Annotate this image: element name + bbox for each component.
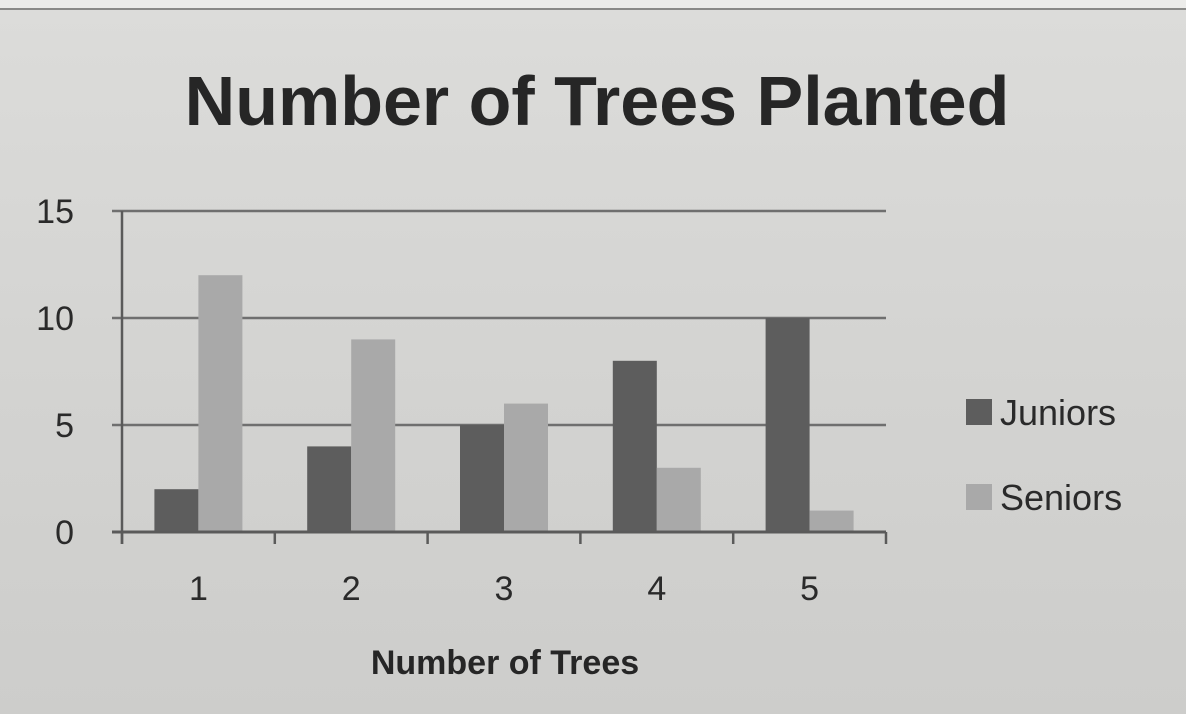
bar-juniors-4 <box>612 360 657 532</box>
bar-juniors-1 <box>154 489 199 532</box>
y-tick-label: 10 <box>36 300 74 338</box>
legend-swatch-seniors <box>966 484 992 510</box>
x-tick-label: 1 <box>189 570 208 608</box>
y-axis-tick-labels: 0 5 10 15 <box>36 193 74 552</box>
bar-seniors-1 <box>198 275 243 532</box>
bar-juniors-2 <box>307 446 352 532</box>
x-tick-label: 3 <box>495 570 514 608</box>
y-tick-label: 5 <box>55 407 74 445</box>
bar-seniors-5 <box>809 510 854 532</box>
axes <box>112 211 888 544</box>
bar-seniors-2 <box>351 339 396 532</box>
x-axis-title: Number of Trees <box>371 644 639 682</box>
legend-label-juniors: Juniors <box>1000 392 1116 433</box>
bar-seniors-4 <box>656 467 701 532</box>
x-tick-label: 4 <box>647 570 666 608</box>
legend-swatch-juniors <box>966 399 992 425</box>
x-tick-label: 2 <box>342 570 361 608</box>
bar-seniors-3 <box>504 403 548 532</box>
chart-title: Number of Trees Planted <box>185 62 1010 140</box>
bar-juniors-3 <box>460 425 504 532</box>
legend-label-seniors: Seniors <box>1000 477 1122 518</box>
x-axis-tick-labels: 1 2 3 4 5 <box>189 570 819 608</box>
bar-juniors-5 <box>765 318 810 532</box>
page-edge <box>0 0 1186 10</box>
bars <box>154 275 854 532</box>
y-tick-label: 0 <box>55 514 74 552</box>
legend: Juniors Seniors <box>966 392 1122 518</box>
x-tick-label: 5 <box>800 570 819 608</box>
y-tick-label: 15 <box>36 193 74 231</box>
